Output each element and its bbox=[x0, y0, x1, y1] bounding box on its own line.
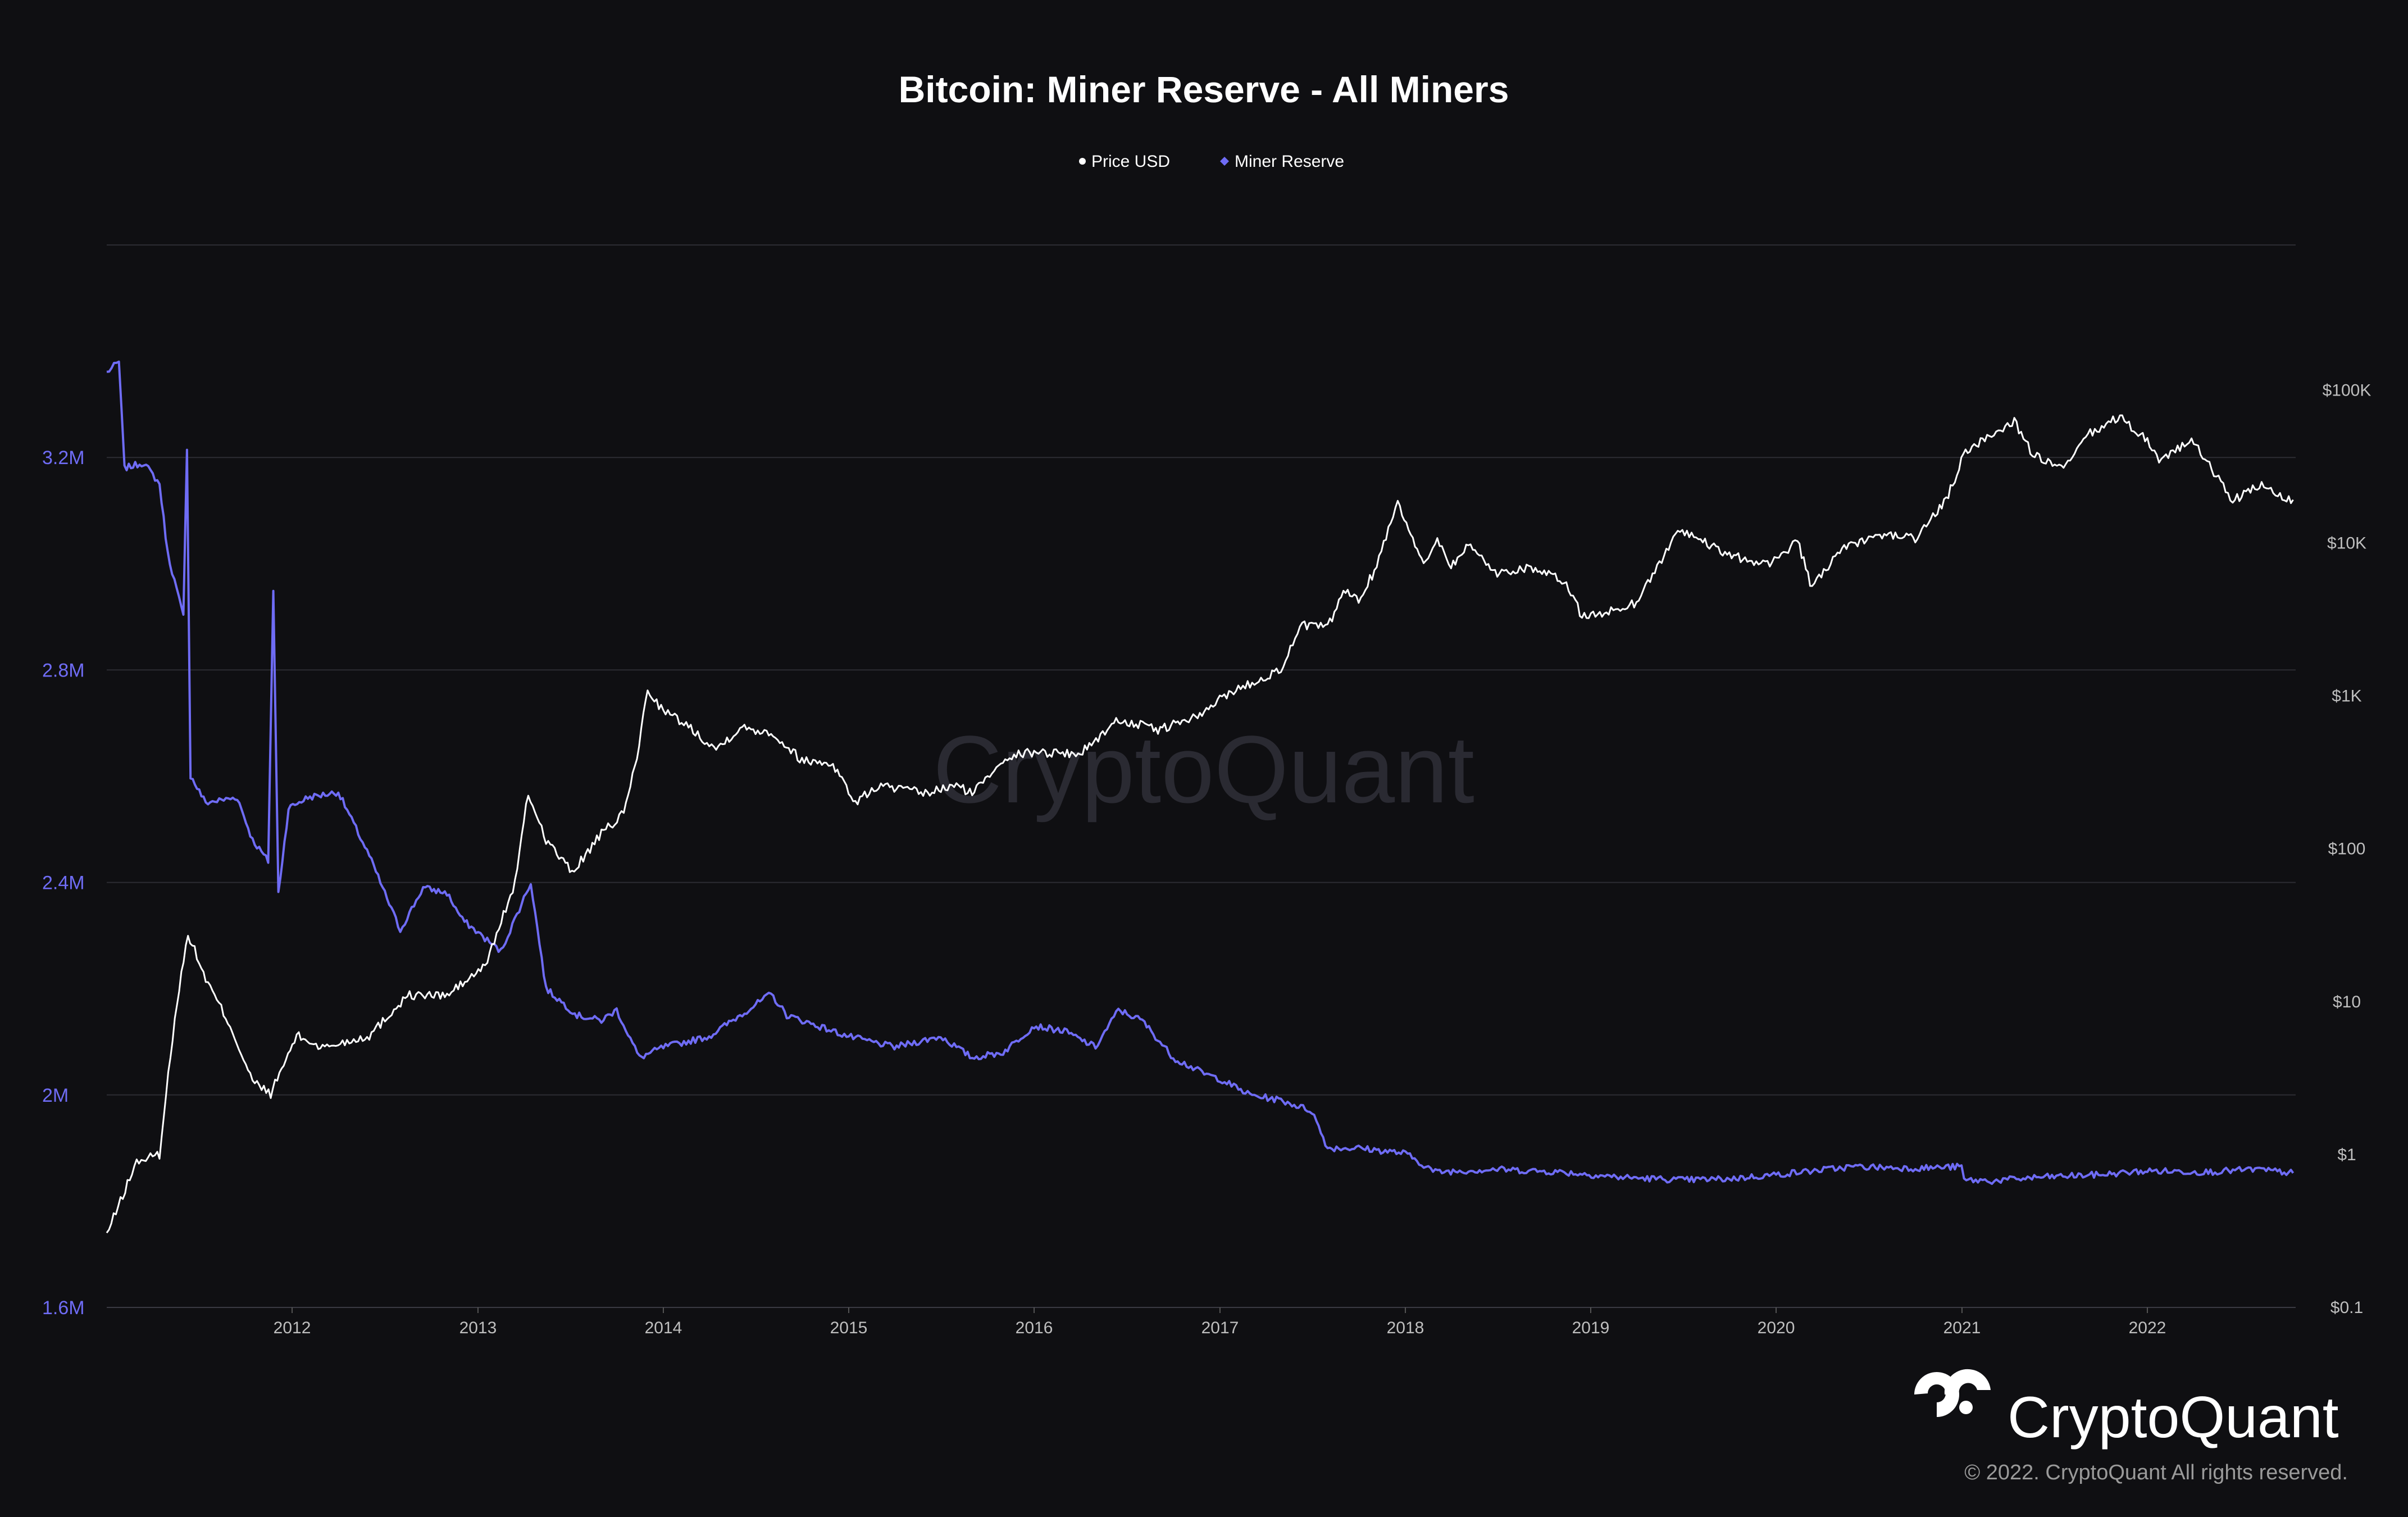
y-right-tick-label: $1K bbox=[2332, 687, 2361, 706]
y-left-tick-label: 2M bbox=[42, 1085, 69, 1106]
x-tick-label: 2021 bbox=[1943, 1319, 1981, 1337]
y-left-tick-label: 3.2M bbox=[42, 447, 85, 469]
y-right-tick-label: $10K bbox=[2327, 534, 2366, 553]
x-tick-label: 2019 bbox=[1572, 1319, 1610, 1337]
plot-area[interactable] bbox=[106, 360, 2295, 1234]
y-left-tick-label: 1.6M bbox=[42, 1297, 85, 1319]
x-tick-label: 2020 bbox=[1758, 1319, 1795, 1337]
series-line-miner-reserve[interactable] bbox=[106, 360, 2295, 1185]
y-axis-right: $100K $10K $1K $100 $10 $1 $0.1 bbox=[2323, 381, 2371, 1317]
legend[interactable]: Price USD Miner Reserve bbox=[1079, 152, 1344, 171]
x-tick-label: 2012 bbox=[274, 1319, 311, 1337]
legend-item-price[interactable]: Price USD bbox=[1079, 152, 1170, 171]
watermark: CryptoQuant bbox=[933, 716, 1474, 823]
y-right-tick-label: $0.1 bbox=[2330, 1298, 2363, 1317]
y-left-tick-label: 2.4M bbox=[42, 873, 85, 894]
x-axis: 2012 2013 2014 2015 2016 2017 2018 2019 2020 2021… bbox=[274, 1307, 2166, 1337]
series-line-price-usd[interactable] bbox=[106, 414, 2294, 1234]
y-right-tick-label: $100 bbox=[2328, 840, 2366, 859]
x-tick-label: 2022 bbox=[2129, 1319, 2166, 1337]
x-tick-label: 2018 bbox=[1387, 1319, 1424, 1337]
y-left-tick-label: 2.8M bbox=[42, 660, 85, 681]
brand-name: CryptoQuant bbox=[2008, 1385, 2339, 1450]
y-right-tick-label: $1 bbox=[2337, 1146, 2356, 1164]
copyright: © 2022. CryptoQuant All rights reserved. bbox=[1964, 1461, 2348, 1484]
legend-label-price: Price USD bbox=[1091, 152, 1170, 171]
brand-logo: CryptoQuant bbox=[1914, 1369, 2339, 1450]
chart-title: Bitcoin: Miner Reserve - All Miners bbox=[899, 69, 1509, 110]
legend-item-reserve[interactable]: Miner Reserve bbox=[1220, 152, 1344, 171]
x-tick-label: 2013 bbox=[459, 1319, 497, 1337]
y-right-tick-label: $10 bbox=[2333, 993, 2361, 1011]
cryptoquant-logo-icon bbox=[1914, 1369, 1991, 1417]
x-tick-label: 2016 bbox=[1016, 1319, 1053, 1337]
legend-diamond-reserve bbox=[1220, 157, 1229, 166]
y-right-tick-label: $100K bbox=[2323, 381, 2371, 399]
grid bbox=[107, 244, 2296, 1308]
y-axis-left: 3.2M 2.8M 2.4M 2M 1.6M bbox=[42, 447, 85, 1319]
x-tick-label: 2017 bbox=[1201, 1319, 1239, 1337]
legend-dot-price bbox=[1079, 158, 1086, 165]
x-tick-label: 2015 bbox=[830, 1319, 868, 1337]
x-tick-label: 2014 bbox=[645, 1319, 682, 1337]
legend-label-reserve: Miner Reserve bbox=[1235, 152, 1344, 171]
